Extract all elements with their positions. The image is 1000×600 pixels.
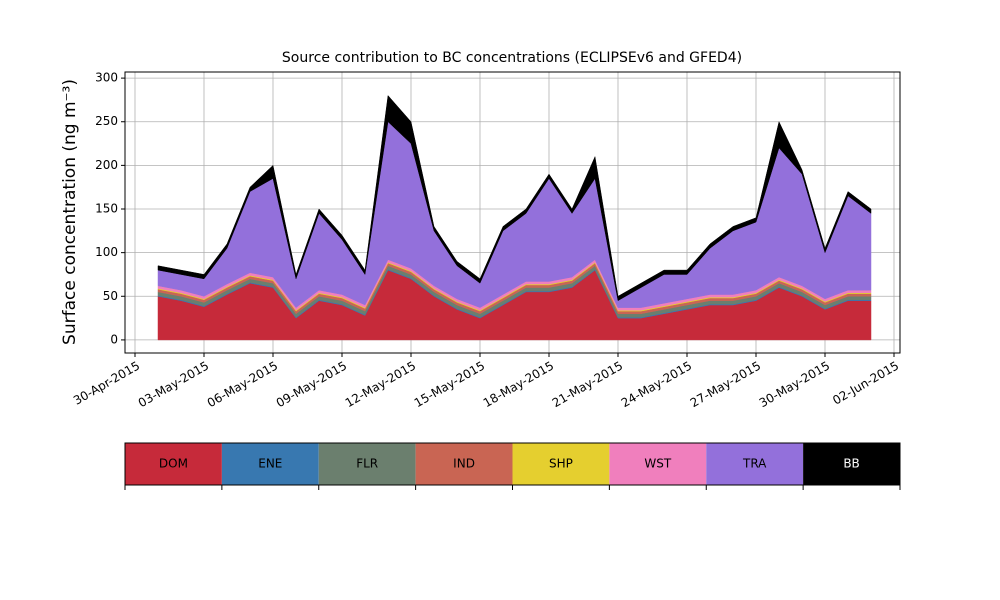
legend-frame: [124, 442, 901, 486]
legend-swatch: [512, 443, 610, 485]
x-tick-label: 30-Apr-2015: [71, 359, 142, 408]
legend-swatch: [803, 443, 900, 485]
y-tick-label: 50: [103, 289, 118, 303]
legend-label: WST: [644, 457, 671, 471]
legend-label: FLR: [356, 457, 378, 471]
area: [157, 94, 872, 302]
legend-swatch: [125, 443, 222, 485]
legend-swatch: [415, 443, 513, 485]
x-tick-label: 21-May-2015: [550, 359, 625, 411]
legend-label: IND: [453, 457, 475, 471]
plot-frame: [124, 71, 901, 354]
x-tick-label: 03-May-2015: [136, 359, 211, 411]
x-tick-label: 06-May-2015: [205, 359, 280, 411]
y-tick-label: 100: [95, 245, 118, 259]
x-tick-label: 12-May-2015: [343, 359, 418, 411]
legend-swatch: [221, 443, 319, 485]
x-tick-label: 30-May-2015: [757, 359, 832, 411]
y-tick-label: 250: [95, 114, 118, 128]
legend-label: SHP: [549, 457, 573, 471]
x-tick-label: 27-May-2015: [688, 359, 763, 411]
x-tick-label: 02-Jun-2015: [830, 359, 901, 408]
y-tick-label: 150: [95, 202, 118, 216]
chart-title: Source contribution to BC concentrations…: [282, 50, 742, 66]
y-axis-label: Surface concentration (ng m⁻³): [60, 79, 80, 345]
legend-swatch: [318, 443, 416, 485]
legend-label: TRA: [742, 457, 767, 471]
legend-swatch: [609, 443, 707, 485]
y-tick-label: 200: [95, 158, 118, 172]
y-tick-label: 300: [95, 71, 118, 85]
x-tick-label: 24-May-2015: [619, 359, 694, 411]
x-tick-label: 18-May-2015: [481, 359, 556, 411]
x-tick-label: 15-May-2015: [412, 359, 487, 411]
x-tick-label: 09-May-2015: [274, 359, 349, 411]
legend-swatch: [706, 443, 804, 485]
legend-label: DOM: [159, 457, 188, 471]
y-tick-label: 0: [110, 332, 118, 346]
legend-label: ENE: [258, 457, 282, 471]
legend-label: BB: [843, 457, 859, 471]
